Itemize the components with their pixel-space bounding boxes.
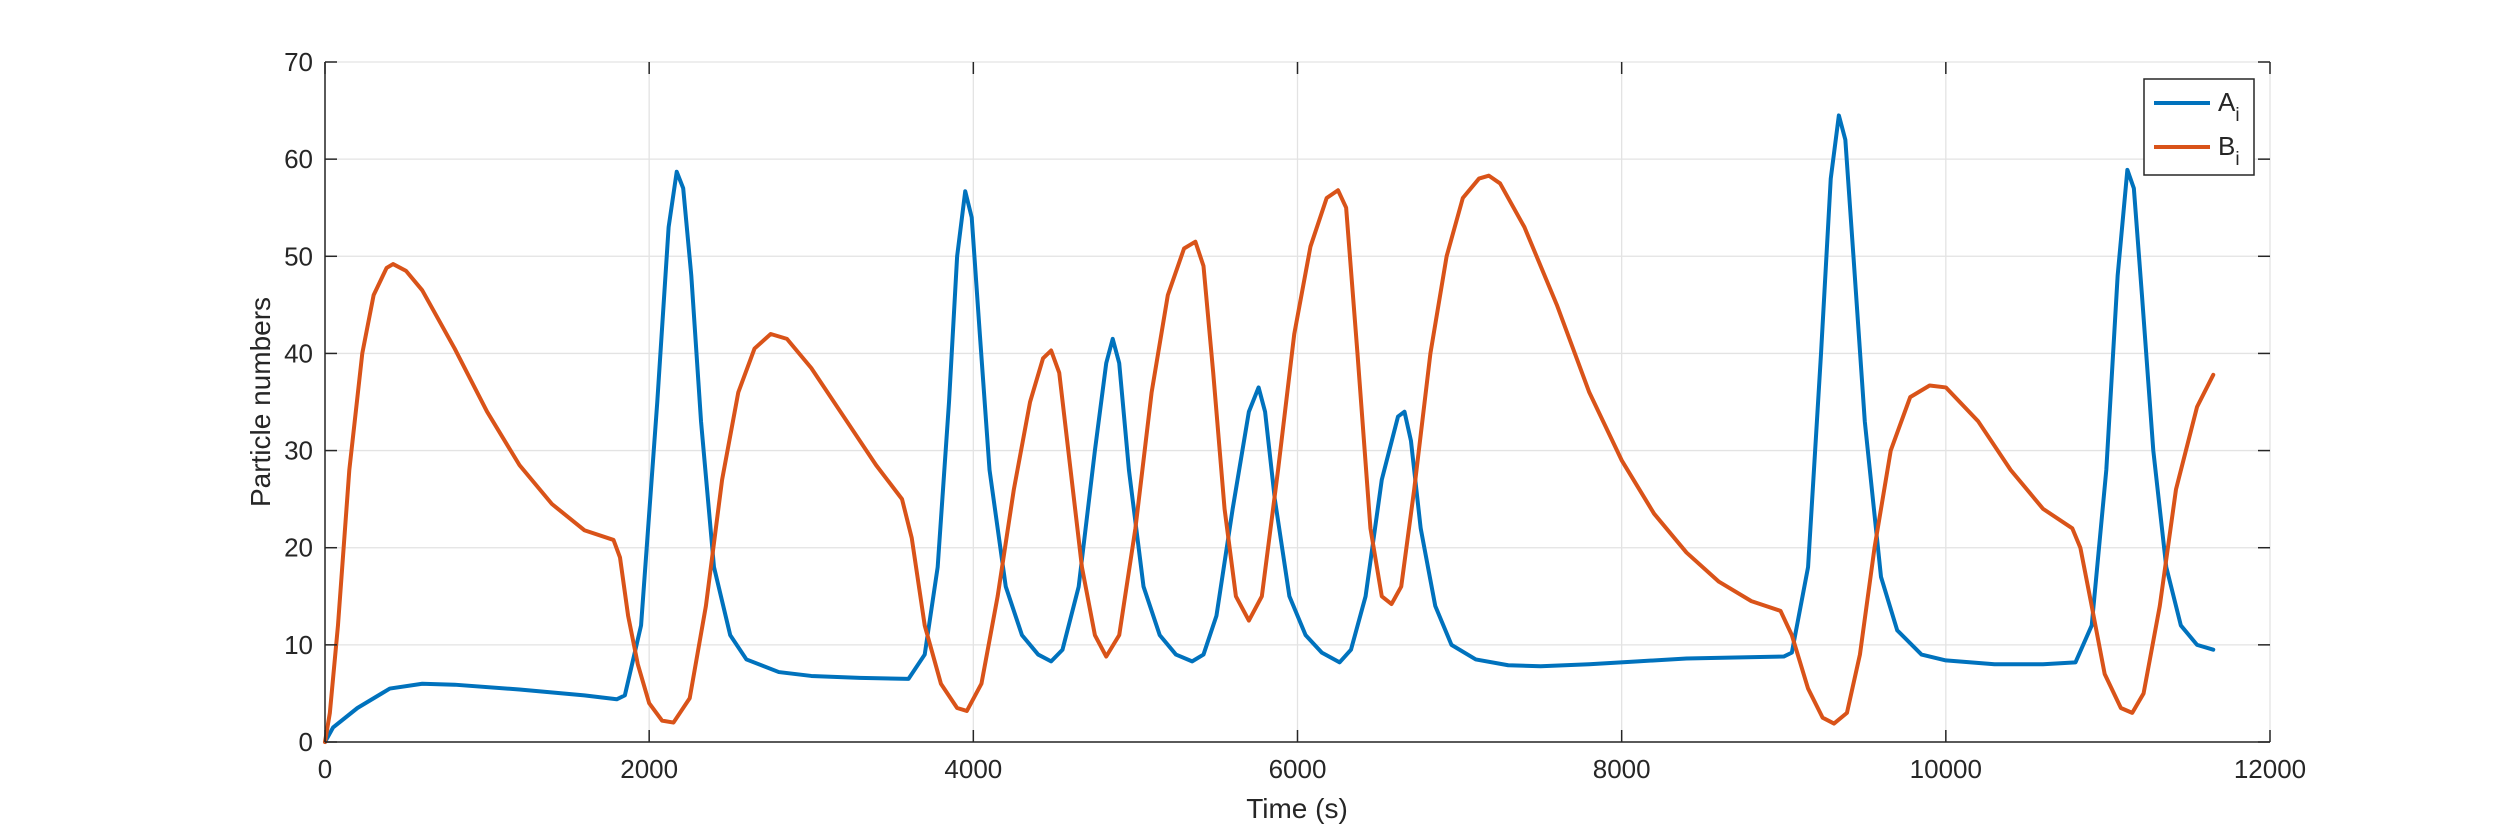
y-tick-label: 30: [284, 436, 313, 466]
x-tick-label: 6000: [1269, 754, 1327, 784]
legend: Ai Bi: [2143, 78, 2255, 176]
tick-labels: 0 2000 4000 6000 8000 10000 12000 0 10 20 30 40 50 60…: [284, 47, 2306, 784]
y-tick-label: 10: [284, 630, 313, 660]
series-layer: [323, 113, 2216, 744]
y-tick-label: 60: [284, 144, 313, 174]
x-tick-label: 0: [318, 754, 332, 784]
x-tick-label: 10000: [1910, 754, 1982, 784]
y-tick-label: 50: [284, 241, 313, 271]
x-tick-label: 12000: [2234, 754, 2306, 784]
y-tick-label: 40: [284, 338, 313, 368]
y-tick-label: 70: [284, 47, 313, 77]
axes: [324, 61, 2271, 743]
series-line-b: [323, 173, 2216, 744]
y-tick-label: 0: [299, 727, 313, 757]
x-axis-label: Time (s): [1246, 793, 1348, 824]
legend-label-a: Ai: [2218, 87, 2240, 126]
series-line-a: [323, 113, 2216, 744]
y-tick-label: 20: [284, 533, 313, 563]
x-tick-label: 4000: [944, 754, 1002, 784]
legend-box: [2143, 78, 2255, 176]
x-tick-label: 8000: [1593, 754, 1651, 784]
y-axis-label: Particle numbers: [245, 297, 276, 507]
x-tick-label: 2000: [620, 754, 678, 784]
legend-label-b: Bi: [2218, 131, 2240, 170]
